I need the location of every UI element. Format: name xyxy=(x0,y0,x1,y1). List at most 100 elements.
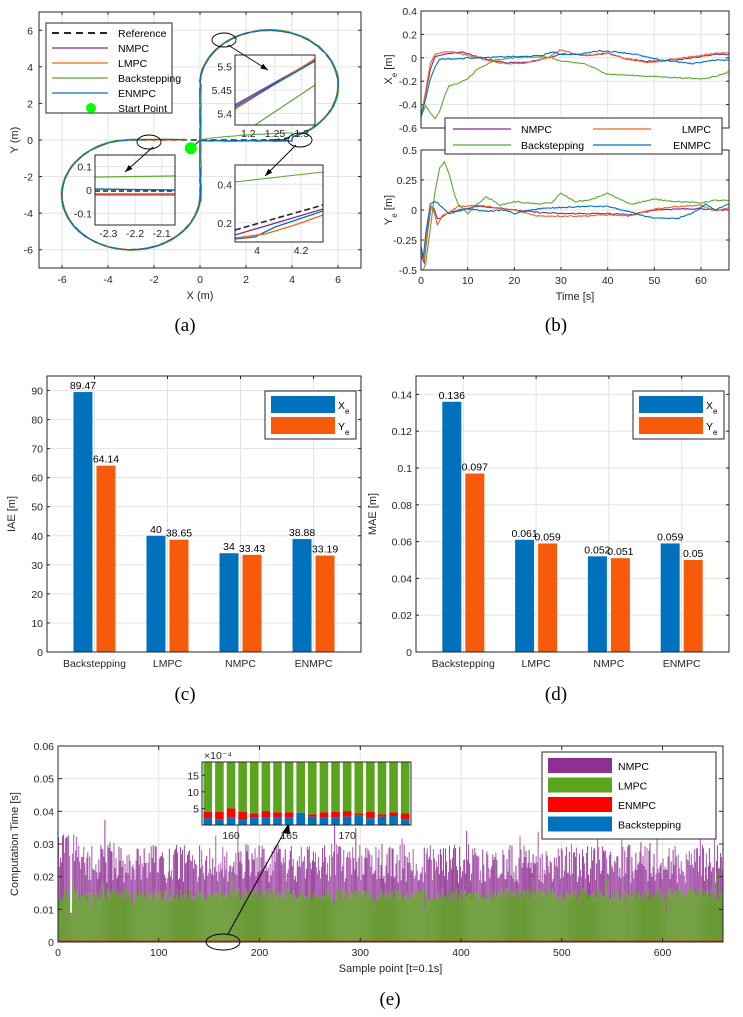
bar-lmpc xyxy=(278,897,280,942)
bar-nmpc xyxy=(116,878,118,889)
inset-bar-enmpc xyxy=(284,812,294,818)
bar-lmpc xyxy=(176,888,178,942)
inset-bar-enmpc xyxy=(319,812,329,818)
bar-lmpc xyxy=(708,898,710,942)
bar-nmpc xyxy=(414,875,416,898)
bar-nmpc xyxy=(106,882,108,890)
bar-lmpc xyxy=(421,889,423,942)
series-nmpc-bars xyxy=(58,819,724,916)
bar-lmpc xyxy=(339,890,341,942)
bar-nmpc xyxy=(425,854,427,892)
bar-nmpc xyxy=(563,870,565,899)
bar-nmpc xyxy=(488,868,490,898)
bar-lmpc xyxy=(507,888,509,942)
bar-nmpc xyxy=(557,848,559,900)
bar-nmpc xyxy=(647,881,649,895)
data-label: 0.061 xyxy=(511,528,537,540)
legend-label: Xe xyxy=(338,400,350,416)
bar-nmpc xyxy=(298,856,300,898)
bar-nmpc xyxy=(88,879,90,895)
bar-nmpc xyxy=(506,859,508,889)
bar-nmpc xyxy=(594,848,596,894)
data-label: 38.88 xyxy=(289,527,315,539)
bar-lmpc xyxy=(445,899,448,942)
bar-nmpc xyxy=(114,868,116,893)
inset-exponent-label: ×10⁻⁴ xyxy=(204,750,232,762)
inset-bar-lmpc xyxy=(249,762,259,814)
bar-nmpc xyxy=(290,846,292,894)
bar-lmpc xyxy=(455,888,458,942)
bar-nmpc xyxy=(451,858,454,892)
bar-lmpc xyxy=(88,894,90,942)
bar-lmpc xyxy=(199,892,201,942)
bar-nmpc xyxy=(525,850,527,894)
bar-y_e-backstepping xyxy=(465,473,485,652)
bar-lmpc xyxy=(169,889,171,942)
bar-lmpc xyxy=(84,894,86,942)
bar-nmpc xyxy=(684,883,686,897)
bar-lmpc xyxy=(210,892,212,942)
legend-label: Reference xyxy=(118,28,167,40)
bar-lmpc xyxy=(162,897,164,942)
bar-nmpc xyxy=(321,848,324,897)
bar-lmpc xyxy=(87,900,89,942)
bar-lmpc xyxy=(398,900,400,942)
bar-lmpc xyxy=(331,901,333,942)
bar-nmpc xyxy=(142,867,144,894)
bar-nmpc xyxy=(432,849,434,899)
bar-lmpc xyxy=(379,898,381,942)
bar-nmpc xyxy=(361,855,363,889)
bar-nmpc xyxy=(693,849,695,894)
bar-nmpc xyxy=(308,845,310,901)
legend-label: Start Point xyxy=(118,103,167,115)
bar-nmpc xyxy=(424,872,426,892)
y-tick-label: 90 xyxy=(31,386,43,398)
bar-lmpc xyxy=(325,889,327,942)
bar-lmpc xyxy=(439,896,441,942)
series-lmpc-bars xyxy=(58,871,724,942)
bar-nmpc xyxy=(670,861,672,892)
bar-nmpc xyxy=(110,850,112,894)
bar-nmpc xyxy=(316,873,319,901)
bar-nmpc xyxy=(713,823,716,899)
bar-lmpc xyxy=(352,888,354,942)
bar-lmpc xyxy=(264,900,266,942)
bar-lmpc xyxy=(490,896,492,942)
bar-lmpc xyxy=(243,898,245,942)
bar-lmpc xyxy=(68,900,70,942)
bar-nmpc xyxy=(61,862,63,900)
bar-lmpc xyxy=(495,895,497,942)
data-label: 34 xyxy=(223,541,235,553)
inset-line-lmpc xyxy=(234,214,324,239)
bar-nmpc xyxy=(193,868,195,897)
bar-nmpc xyxy=(137,849,139,897)
bar-nmpc xyxy=(383,875,385,897)
arrowhead-icon xyxy=(125,164,133,172)
y-tick-label: 4 xyxy=(27,62,33,74)
bar-lmpc xyxy=(359,898,361,942)
bar-nmpc xyxy=(634,869,636,890)
legend-box xyxy=(444,117,723,155)
bar-nmpc xyxy=(154,846,156,891)
series-lines xyxy=(421,49,729,120)
bar-nmpc xyxy=(357,876,359,898)
bar-nmpc xyxy=(336,844,338,892)
bar-lmpc xyxy=(186,900,189,942)
bar-nmpc xyxy=(85,875,87,901)
bar-nmpc xyxy=(645,869,647,895)
bar-nmpc xyxy=(437,854,439,900)
bar-lmpc xyxy=(484,896,486,942)
bar-lmpc xyxy=(662,899,664,942)
bar-lmpc xyxy=(297,896,299,942)
data-label: 40 xyxy=(150,524,162,536)
bar-nmpc xyxy=(105,862,107,902)
bar-lmpc xyxy=(201,897,203,942)
y-tick-label: 0 xyxy=(406,647,412,659)
bar-lmpc xyxy=(615,894,617,942)
bar-lmpc xyxy=(590,895,592,942)
bar-nmpc xyxy=(86,857,88,894)
bar-lmpc xyxy=(145,889,147,942)
bar-lmpc xyxy=(673,891,675,942)
bar-nmpc xyxy=(109,842,111,892)
bar-lmpc xyxy=(311,898,314,942)
